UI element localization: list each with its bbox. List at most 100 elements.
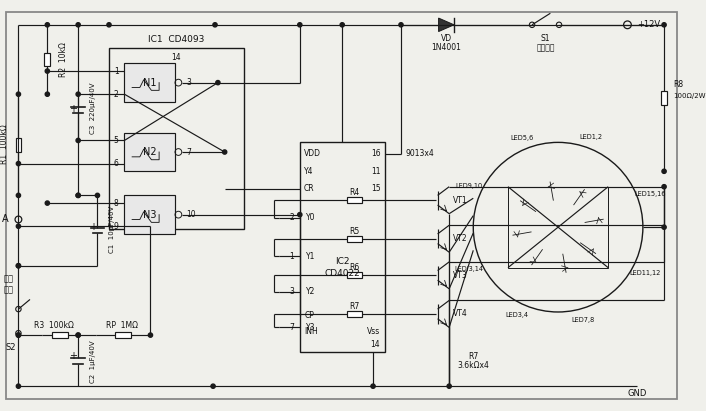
Text: R7: R7	[349, 302, 360, 311]
Text: GND: GND	[628, 389, 647, 398]
Circle shape	[76, 333, 80, 337]
Bar	[44, 53, 50, 66]
Bar	[52, 332, 68, 338]
Text: 电源开关: 电源开关	[537, 44, 555, 53]
Bar	[347, 197, 362, 203]
Text: R1  100kΩ: R1 100kΩ	[0, 125, 8, 164]
Text: 7: 7	[289, 323, 294, 332]
Text: 11: 11	[371, 167, 381, 176]
Text: CD4022: CD4022	[324, 269, 360, 278]
Circle shape	[76, 139, 80, 143]
Circle shape	[45, 201, 49, 205]
Text: 5: 5	[114, 136, 119, 145]
Circle shape	[662, 169, 666, 173]
Text: VT2: VT2	[453, 234, 467, 243]
Text: Y3: Y3	[306, 323, 315, 332]
Text: 2: 2	[289, 213, 294, 222]
Text: VT4: VT4	[453, 309, 468, 319]
Circle shape	[45, 23, 49, 27]
Circle shape	[76, 193, 80, 198]
Bar	[508, 187, 608, 268]
Text: 3: 3	[289, 287, 294, 296]
Text: C2  1μF/40V: C2 1μF/40V	[90, 341, 96, 383]
Circle shape	[16, 92, 20, 96]
Circle shape	[76, 23, 80, 27]
Text: 14: 14	[370, 340, 380, 349]
Text: CP: CP	[304, 312, 314, 320]
Polygon shape	[438, 18, 454, 32]
Text: R7: R7	[468, 352, 479, 361]
Circle shape	[76, 193, 80, 198]
Bar	[124, 63, 174, 102]
Bar	[347, 311, 362, 317]
Bar	[16, 138, 21, 152]
Text: VDD: VDD	[304, 150, 321, 159]
Circle shape	[107, 23, 111, 27]
Text: C1  10μF/40V: C1 10μF/40V	[109, 206, 115, 253]
Circle shape	[662, 225, 666, 229]
Text: LED1,2: LED1,2	[580, 134, 603, 140]
Text: LED11,12: LED11,12	[629, 270, 661, 276]
Text: IC1  CD4093: IC1 CD4093	[148, 35, 205, 44]
Circle shape	[340, 23, 345, 27]
Text: 车门: 车门	[4, 275, 14, 284]
Text: RP  1MΩ: RP 1MΩ	[107, 321, 138, 330]
Text: Vss: Vss	[366, 327, 380, 336]
Text: 1N4001: 1N4001	[431, 44, 461, 53]
Text: A: A	[2, 215, 8, 224]
Text: VD: VD	[441, 34, 452, 43]
Text: 16: 16	[371, 150, 381, 159]
Text: N3: N3	[143, 210, 156, 219]
Text: Y2: Y2	[306, 287, 315, 296]
Circle shape	[148, 333, 152, 337]
Bar	[347, 272, 362, 278]
Circle shape	[399, 23, 403, 27]
Text: C3  220μF/40V: C3 220μF/40V	[90, 83, 96, 134]
Circle shape	[371, 384, 375, 388]
Text: IC2: IC2	[335, 257, 349, 266]
Circle shape	[16, 384, 20, 388]
Text: 开关: 开关	[4, 285, 14, 294]
Text: R2  10kΩ: R2 10kΩ	[59, 42, 68, 77]
Text: LED5,6: LED5,6	[510, 135, 534, 141]
Circle shape	[45, 92, 49, 96]
Circle shape	[16, 333, 20, 337]
Bar	[662, 91, 667, 105]
Text: 14: 14	[172, 53, 181, 62]
Circle shape	[45, 69, 49, 73]
Circle shape	[447, 384, 451, 388]
Text: S1: S1	[541, 34, 550, 43]
Text: N2: N2	[143, 147, 156, 157]
Circle shape	[76, 333, 80, 337]
Text: 8: 8	[114, 199, 119, 208]
Text: 3.6kΩx4: 3.6kΩx4	[457, 361, 489, 370]
Circle shape	[16, 162, 20, 166]
Circle shape	[216, 81, 220, 85]
Text: 15: 15	[371, 184, 381, 193]
Text: 9013x4: 9013x4	[406, 150, 435, 159]
Text: 6: 6	[114, 159, 119, 168]
Text: INH: INH	[304, 327, 318, 336]
Text: 1: 1	[289, 252, 294, 261]
Text: 1: 1	[114, 67, 119, 76]
Text: Y1: Y1	[306, 252, 315, 261]
Text: 100Ω/2W: 100Ω/2W	[674, 93, 706, 99]
Text: S2: S2	[6, 343, 16, 352]
Circle shape	[298, 212, 302, 217]
Text: +12V: +12V	[637, 20, 660, 29]
Circle shape	[298, 23, 302, 27]
Text: Y4: Y4	[304, 167, 313, 176]
Text: +: +	[69, 104, 78, 114]
Text: 2: 2	[114, 90, 119, 99]
Text: +: +	[69, 351, 78, 361]
Circle shape	[662, 23, 666, 27]
Text: LED9,10: LED9,10	[455, 182, 483, 189]
Text: R5: R5	[349, 226, 360, 236]
Circle shape	[95, 193, 100, 198]
Text: R3  100kΩ: R3 100kΩ	[34, 321, 74, 330]
Bar	[115, 332, 131, 338]
Circle shape	[222, 150, 227, 154]
Circle shape	[76, 92, 80, 96]
Text: N1: N1	[143, 78, 156, 88]
Text: VT3: VT3	[453, 271, 468, 280]
